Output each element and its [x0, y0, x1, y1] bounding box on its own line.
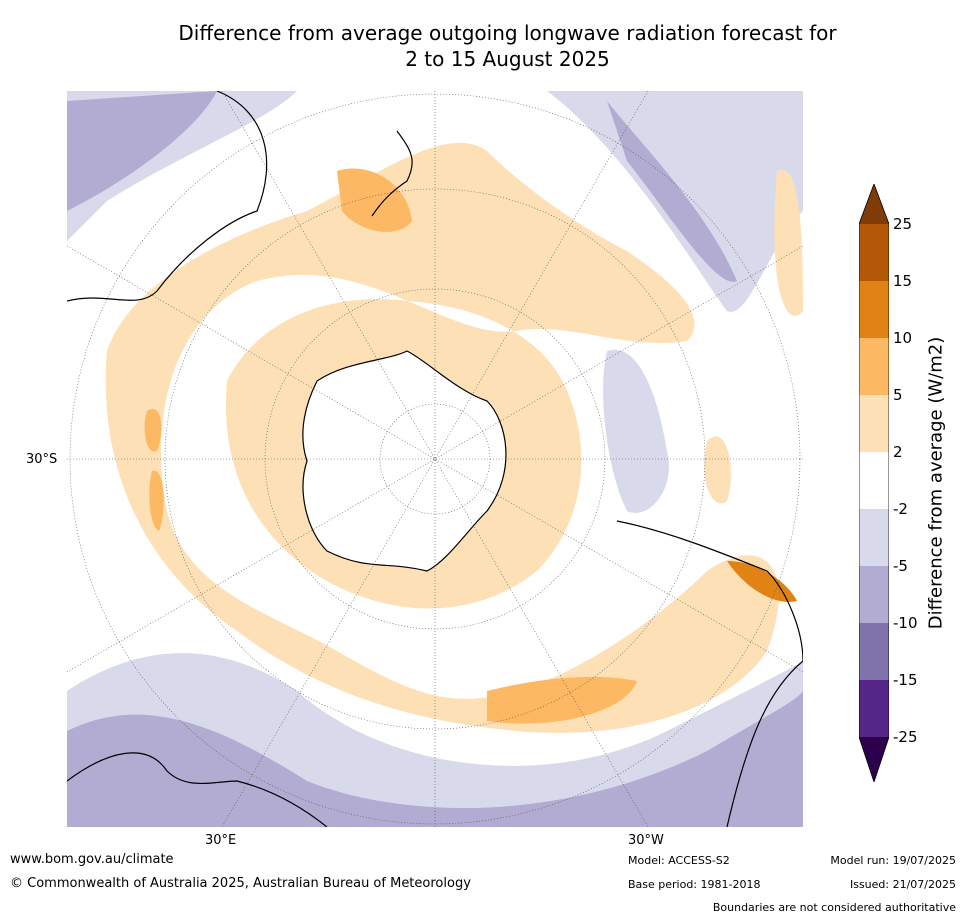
footer-base-period: Base period: 1981-2018	[628, 878, 761, 891]
colorbar-extend-bottom	[859, 737, 889, 782]
graticule	[67, 91, 803, 827]
footer-issued: Issued: 21/07/2025	[849, 878, 956, 891]
footer-copyright: © Commonwealth of Australia 2025, Austra…	[10, 876, 471, 891]
positive-anomaly-nz	[337, 168, 412, 232]
lat-label-30s: 30°S	[26, 452, 58, 467]
colorbar-tick-10: 10	[893, 329, 913, 347]
title-line-2: 2 to 15 August 2025	[405, 47, 610, 71]
colorbar-segment-neutral	[859, 452, 889, 509]
africa-outline	[67, 752, 328, 827]
colorbar-tick-25: 25	[893, 215, 913, 233]
colorbar-title: Difference from average (W/m2)	[925, 336, 947, 630]
positive-anomaly-south-america	[727, 561, 797, 602]
polar-map-svg	[67, 91, 803, 827]
positive-anomaly-far-east	[774, 169, 803, 316]
colorbar-segment-15-25	[859, 224, 889, 281]
colorbar-segment-m10-m5	[859, 566, 889, 623]
south-america-outline	[616, 520, 803, 827]
negative-anomaly-top-right	[607, 101, 737, 282]
colorbar-tick-5: 5	[893, 386, 903, 404]
positive-anomaly-indian-1	[144, 409, 162, 452]
title-line-1: Difference from average outgoing longwav…	[178, 21, 837, 45]
lon-label-30w: 30°W	[628, 833, 664, 848]
map-title: Difference from average outgoing longwav…	[100, 20, 915, 72]
footer-disclaimer: Boundaries are not considered authoritat…	[712, 901, 956, 914]
colorbar-tick-m25: -25	[893, 728, 918, 746]
footer-model-run: Model run: 19/07/2025	[830, 854, 956, 867]
colorbar-segment-2-5	[859, 395, 889, 452]
antarctica-outline	[302, 350, 507, 572]
lon-label-30e: 30°E	[205, 833, 237, 848]
positive-anomaly-indian-2	[149, 470, 164, 531]
colorbar-segment-m25-m15	[859, 680, 889, 737]
colorbar-segment-m5-m2	[859, 509, 889, 566]
footer-model: Model: ACCESS-S2	[628, 854, 730, 867]
polar-map	[67, 91, 803, 827]
australia-outline	[67, 91, 268, 302]
positive-anomaly-atlantic	[487, 676, 637, 724]
negative-anomaly-south-pacific	[603, 349, 669, 513]
negative-anomaly-bottom	[67, 691, 803, 827]
new-zealand-outline	[371, 130, 413, 217]
colorbar-tick-m15: -15	[893, 671, 918, 689]
colorbar-extend-top	[859, 184, 889, 224]
colorbar-tick-15: 15	[893, 272, 913, 290]
footer-website: www.bom.gov.au/climate	[10, 852, 174, 867]
colorbar	[859, 184, 889, 782]
colorbar-tick-2: 2	[893, 443, 903, 461]
colorbar-segment-5-10	[859, 338, 889, 395]
negative-anomaly-top-left	[67, 91, 217, 211]
colorbar-tick-m2: -2	[893, 500, 908, 518]
colorbar-tick-m5: -5	[893, 557, 908, 575]
colorbar-segment-m15-m10	[859, 623, 889, 680]
positive-anomaly-east-pacific	[704, 436, 731, 504]
colorbar-tick-m10: -10	[893, 614, 918, 632]
colorbar-segment-10-15	[859, 281, 889, 338]
